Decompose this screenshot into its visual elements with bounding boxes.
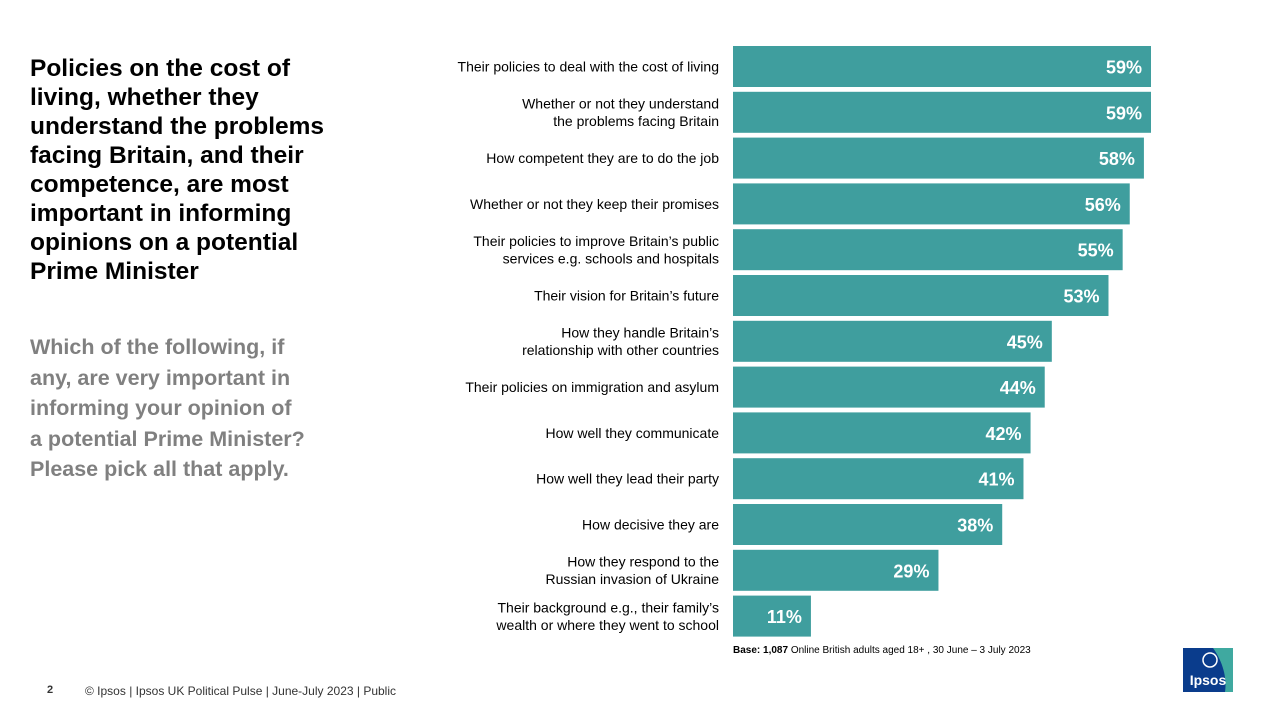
bar-chart: 59% Their policies to deal with the cost … [458, 46, 1151, 637]
value-label-12: 29% [893, 561, 929, 581]
category-label-11: How decisive they are [582, 517, 719, 533]
value-label-1: 59% [1106, 58, 1142, 78]
value-label-7: 45% [1007, 332, 1043, 352]
category-label-5: Their policies to improve Britain’s publ… [473, 233, 719, 267]
bar-11 [733, 504, 1003, 545]
category-label-1: Their policies to deal with the cost of … [458, 59, 719, 75]
value-label-9: 42% [986, 424, 1022, 444]
category-label-13: Their background e.g., their family’s wea… [495, 599, 719, 633]
category-label-4: Whether or not they keep their promises [470, 196, 719, 212]
base-note-text: Online British adults aged 18+ , 30 June… [788, 645, 1031, 656]
value-label-3: 58% [1099, 149, 1135, 169]
category-label-2: Whether or not they understand the proble… [522, 96, 719, 130]
value-label-2: 59% [1106, 103, 1142, 123]
bar-7 [733, 320, 1052, 362]
base-note-bold: Base: 1,087 [733, 645, 789, 656]
bar-9 [733, 412, 1031, 454]
bar-1 [733, 46, 1151, 87]
category-label-8: Their policies on immigration and asylum [465, 379, 719, 395]
footer-text: © Ipsos | Ipsos UK Political Pulse | Jun… [85, 684, 397, 698]
bar-12 [733, 549, 939, 591]
category-label-9: How well they communicate [545, 425, 719, 441]
value-label-6: 53% [1063, 287, 1099, 307]
bar-4 [733, 183, 1130, 225]
bar-5 [733, 229, 1123, 271]
footer: 2 © Ipsos | Ipsos UK Political Pulse | J… [0, 684, 700, 700]
category-label-6: Their vision for Britain’s future [534, 288, 719, 304]
bar-13 [733, 595, 811, 637]
category-label-3: How competent they are to do the job [486, 150, 719, 166]
bar-10 [733, 458, 1024, 500]
bar-6 [733, 275, 1109, 316]
ipsos-logo-icon: Ipsos [1183, 648, 1233, 692]
value-label-11: 38% [957, 516, 993, 536]
category-label-7: How they handle Britain’s relationship wi… [522, 325, 719, 359]
bar-2 [733, 91, 1151, 133]
value-label-13: 11% [767, 607, 802, 627]
logo-text: Ipsos [1190, 672, 1227, 688]
bar-3 [733, 137, 1144, 179]
page-number: 2 [47, 684, 54, 696]
category-label-12: How they respond to the Russian invasion … [545, 554, 719, 588]
value-label-5: 55% [1078, 241, 1114, 261]
category-label-10: How well they lead their party [536, 471, 719, 487]
bar-8 [733, 366, 1045, 408]
value-label-10: 41% [978, 470, 1014, 490]
headline: Policies on the cost of living, whether … [30, 55, 325, 285]
survey-question: Which of the following, if any, are very… [30, 335, 305, 481]
base-note: Base: 1,087 Online British adults aged 1… [733, 645, 1031, 656]
value-label-8: 44% [1000, 378, 1036, 398]
value-label-4: 56% [1085, 195, 1121, 215]
